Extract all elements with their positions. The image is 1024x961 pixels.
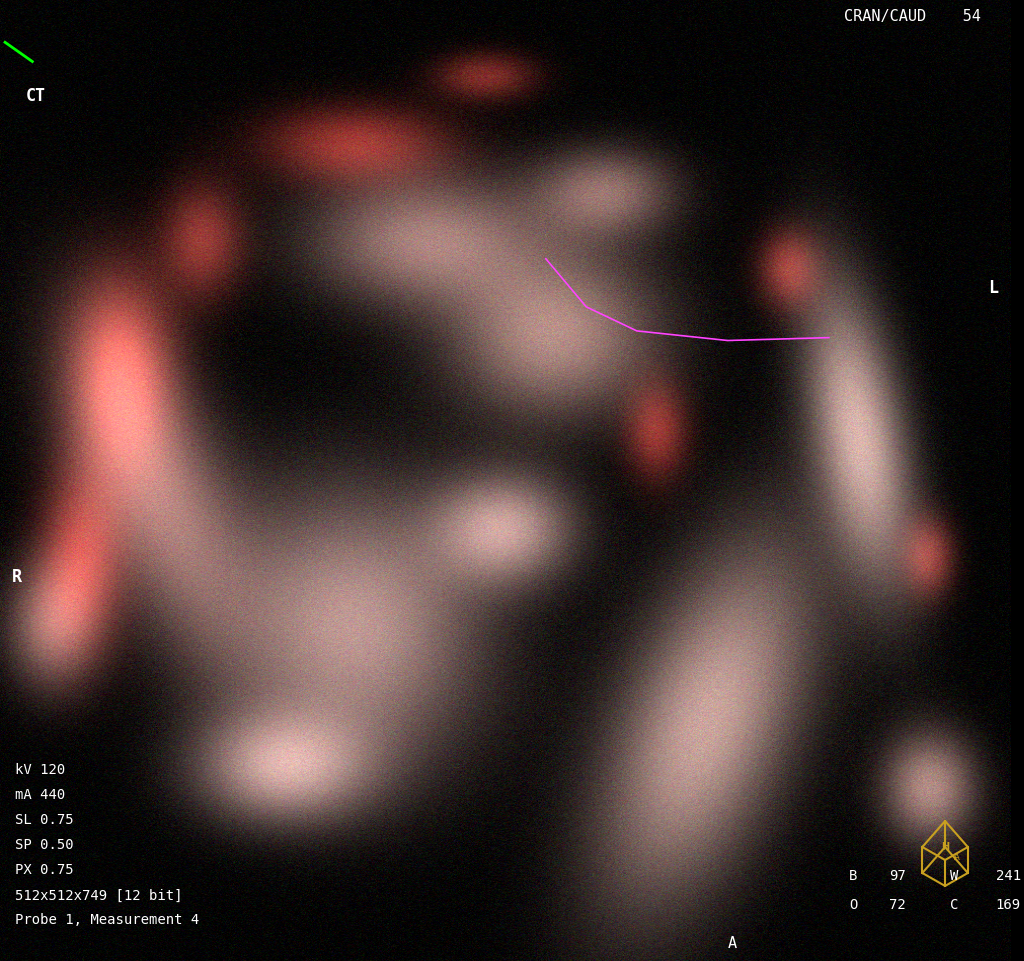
- Text: PX 0.75: PX 0.75: [15, 863, 74, 876]
- Text: mA 440: mA 440: [15, 788, 66, 801]
- Text: W: W: [950, 869, 958, 882]
- Text: CT: CT: [26, 86, 45, 105]
- Text: A: A: [728, 935, 737, 949]
- Text: 241: 241: [995, 869, 1021, 882]
- Text: B: B: [849, 869, 857, 882]
- Text: Probe 1, Measurement 4: Probe 1, Measurement 4: [15, 913, 200, 926]
- Text: SL 0.75: SL 0.75: [15, 813, 74, 826]
- Text: L: L: [988, 279, 998, 297]
- Text: H: H: [941, 841, 949, 850]
- Text: C: C: [950, 898, 958, 911]
- Text: 512x512x749 [12 bit]: 512x512x749 [12 bit]: [15, 888, 182, 901]
- Text: kV 120: kV 120: [15, 763, 66, 776]
- Text: 169: 169: [995, 898, 1021, 911]
- Text: O: O: [849, 898, 857, 911]
- Text: A: A: [953, 851, 959, 861]
- Text: CRAN/CAUD    54: CRAN/CAUD 54: [844, 10, 981, 24]
- Text: SP 0.50: SP 0.50: [15, 838, 74, 851]
- Text: 72: 72: [890, 898, 906, 911]
- Text: 97: 97: [890, 869, 906, 882]
- Text: R: R: [12, 567, 23, 585]
